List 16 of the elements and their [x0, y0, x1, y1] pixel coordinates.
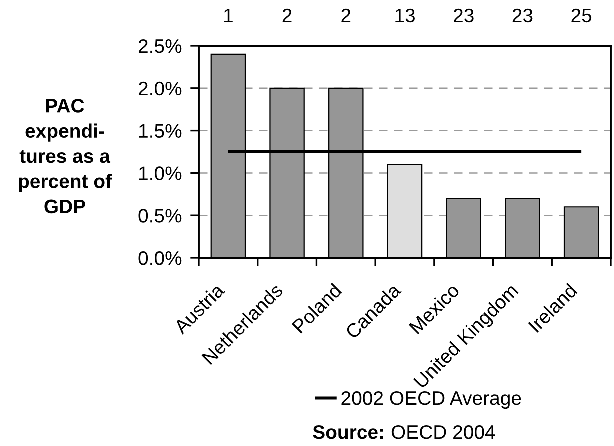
y-axis-title: PAC expendi- tures as a percent of GDP	[19, 99, 112, 214]
y-tick-label: 0.5%	[138, 209, 182, 223]
y-tick-label: 2.5%	[138, 39, 182, 54]
y-tick-label: 1.5%	[140, 124, 182, 138]
text: 25	[572, 8, 592, 23]
text: 1	[224, 9, 233, 22]
y-tick-label: 1.0%	[140, 166, 182, 180]
text: 2	[342, 8, 351, 22]
text: 23	[512, 8, 533, 23]
y-tick-label: 0.0%	[138, 251, 182, 266]
legend-label: 2002 OECD Average	[342, 391, 522, 410]
text: 23	[454, 8, 474, 23]
source-note: Source: OECD 2004	[313, 425, 496, 440]
text: 13	[396, 8, 415, 23]
text: 2	[282, 8, 292, 22]
y-tick-label: 2.0%	[138, 82, 182, 96]
